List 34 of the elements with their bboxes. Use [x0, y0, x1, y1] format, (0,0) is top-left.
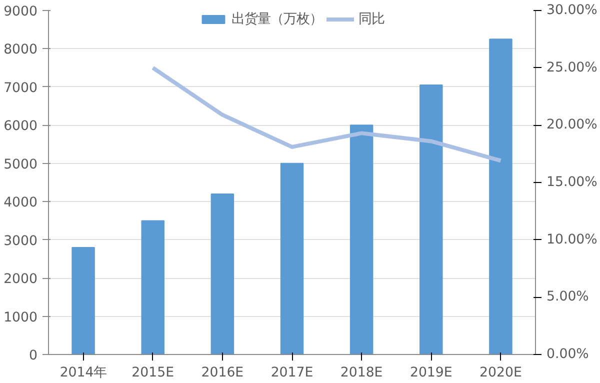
y-tick-label: 6000: [4, 119, 38, 134]
y2-tick-label: 25.00%: [546, 60, 598, 76]
y2-tick-label: 15.00%: [546, 175, 598, 190]
y2-tick-label: 30.00%: [546, 3, 598, 18]
y-tick-label: 7000: [4, 80, 38, 96]
y-tick-label: 5000: [4, 157, 38, 172]
x-tick-label: 2020E: [480, 366, 522, 380]
y-tick-label: 9000: [4, 4, 38, 20]
bar: [350, 124, 374, 354]
bar: [489, 38, 512, 354]
y-tick-label: 8000: [4, 42, 38, 58]
x-tick-label: 2017E: [270, 366, 314, 380]
x-tick-label: 2019E: [410, 366, 452, 380]
x-tick-label: 2015E: [132, 366, 174, 380]
legend-label: 同比: [358, 11, 384, 28]
x-tick-label: 2018E: [340, 366, 383, 380]
x-tick-label: 2016E: [201, 366, 244, 380]
y-tick-label: 0: [29, 348, 38, 364]
bar: [72, 246, 95, 354]
bar: [280, 162, 304, 354]
y-tick-label: 2000: [4, 272, 38, 288]
y-tick-label: 1000: [4, 310, 38, 326]
bar: [141, 220, 164, 354]
y2-tick-label: 10.00%: [546, 232, 598, 248]
line-series: [150, 66, 503, 163]
y2-tick-label: 0.00%: [546, 347, 589, 362]
y-tick-label: 3000: [4, 234, 38, 249]
bar: [210, 193, 234, 354]
x-tick-label: 2014年: [60, 366, 107, 380]
y2-tick-label: 5.00%: [546, 290, 589, 305]
bar: [420, 84, 443, 354]
legend-label: 出货量（万枚）: [232, 10, 322, 28]
y2-tick-label: 20.00%: [546, 118, 598, 133]
y-tick-label: 4000: [4, 196, 38, 211]
